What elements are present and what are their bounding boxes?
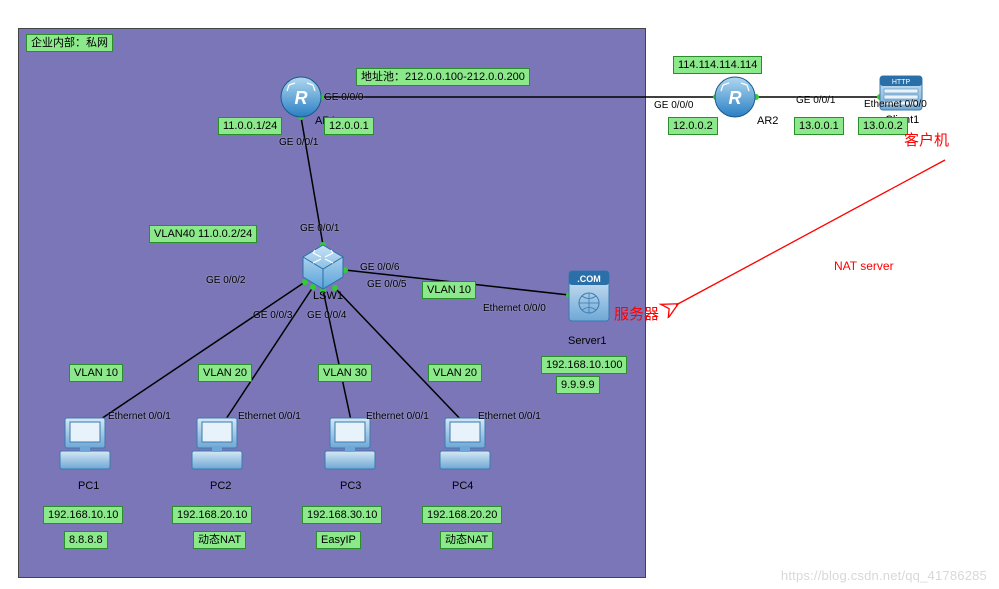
port-label-6: GE 0/0/2 [206, 275, 245, 286]
svg-text:.COM: .COM [577, 274, 601, 284]
device-name-ar2: AR2 [757, 115, 778, 127]
label-2: 114.114.114.114 [673, 56, 762, 74]
label-10: VLAN 10 [69, 364, 123, 382]
port-label-0: GE 0/0/0 [324, 92, 363, 103]
label-7: 13.0.0.2 [858, 117, 908, 135]
device-name-pc3: PC3 [340, 480, 361, 492]
label-21: EasyIP [316, 531, 361, 549]
red-annotation-2: NAT server [834, 259, 894, 273]
label-15: 9.9.9.9 [556, 376, 600, 394]
port-label-7: GE 0/0/3 [253, 310, 292, 321]
label-14: 192.168.10.100 [541, 356, 627, 374]
port-label-4: Ethernet 0/0/0 [864, 99, 927, 110]
label-0: 企业内部：私网 [26, 34, 113, 52]
label-11: VLAN 20 [198, 364, 252, 382]
device-name-lsw1: LSW1 [313, 290, 343, 302]
device-name-pc4: PC4 [452, 480, 473, 492]
label-4: 12.0.0.1 [324, 117, 374, 135]
topology-svg: R R .COM HTTP [0, 0, 999, 589]
label-5: 12.0.0.2 [668, 117, 718, 135]
label-16: 192.168.10.10 [43, 506, 123, 524]
svg-text:R: R [729, 88, 742, 108]
svg-text:HTTP: HTTP [892, 79, 911, 86]
label-23: 动态NAT [440, 531, 493, 549]
port-label-14: Ethernet 0/0/1 [366, 411, 429, 422]
port-label-13: Ethernet 0/0/1 [238, 411, 301, 422]
port-label-5: GE 0/0/1 [300, 223, 339, 234]
label-9: VLAN 10 [422, 281, 476, 299]
label-17: 8.8.8.8 [64, 531, 108, 549]
svg-text:R: R [295, 88, 308, 108]
label-3: 11.0.0.1/24 [218, 117, 282, 135]
label-22: 192.168.20.20 [422, 506, 502, 524]
watermark: https://blog.csdn.net/qq_41786285 [781, 568, 987, 583]
label-8: VLAN40 11.0.0.2/24 [149, 225, 257, 243]
label-1: 地址池：212.0.0.100-212.0.0.200 [356, 68, 530, 86]
label-13: VLAN 20 [428, 364, 482, 382]
port-label-10: GE 0/0/5 [367, 279, 406, 290]
port-label-8: GE 0/0/4 [307, 310, 346, 321]
device-name-pc1: PC1 [78, 480, 99, 492]
port-label-12: Ethernet 0/0/1 [108, 411, 171, 422]
port-label-15: Ethernet 0/0/1 [478, 411, 541, 422]
port-label-9: GE 0/0/6 [360, 262, 399, 273]
red-annotation-0: 客户机 [904, 129, 949, 150]
port-label-1: GE 0/0/1 [279, 137, 318, 148]
red-annotation-1: 服务器 [614, 303, 659, 324]
port-label-2: GE 0/0/0 [654, 100, 693, 111]
port-label-11: Ethernet 0/0/0 [483, 303, 546, 314]
label-20: 192.168.30.10 [302, 506, 382, 524]
label-19: 动态NAT [193, 531, 246, 549]
label-12: VLAN 30 [318, 364, 372, 382]
label-6: 13.0.0.1 [794, 117, 844, 135]
port-label-3: GE 0/0/1 [796, 95, 835, 106]
device-name-srv1: Server1 [568, 335, 607, 347]
device-name-pc2: PC2 [210, 480, 231, 492]
label-18: 192.168.20.10 [172, 506, 252, 524]
